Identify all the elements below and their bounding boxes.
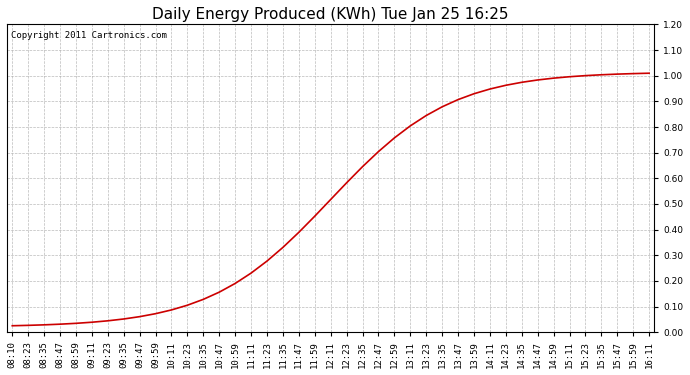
Title: Daily Energy Produced (KWh) Tue Jan 25 16:25: Daily Energy Produced (KWh) Tue Jan 25 1… xyxy=(152,7,509,22)
Text: Copyright 2011 Cartronics.com: Copyright 2011 Cartronics.com xyxy=(11,31,166,40)
